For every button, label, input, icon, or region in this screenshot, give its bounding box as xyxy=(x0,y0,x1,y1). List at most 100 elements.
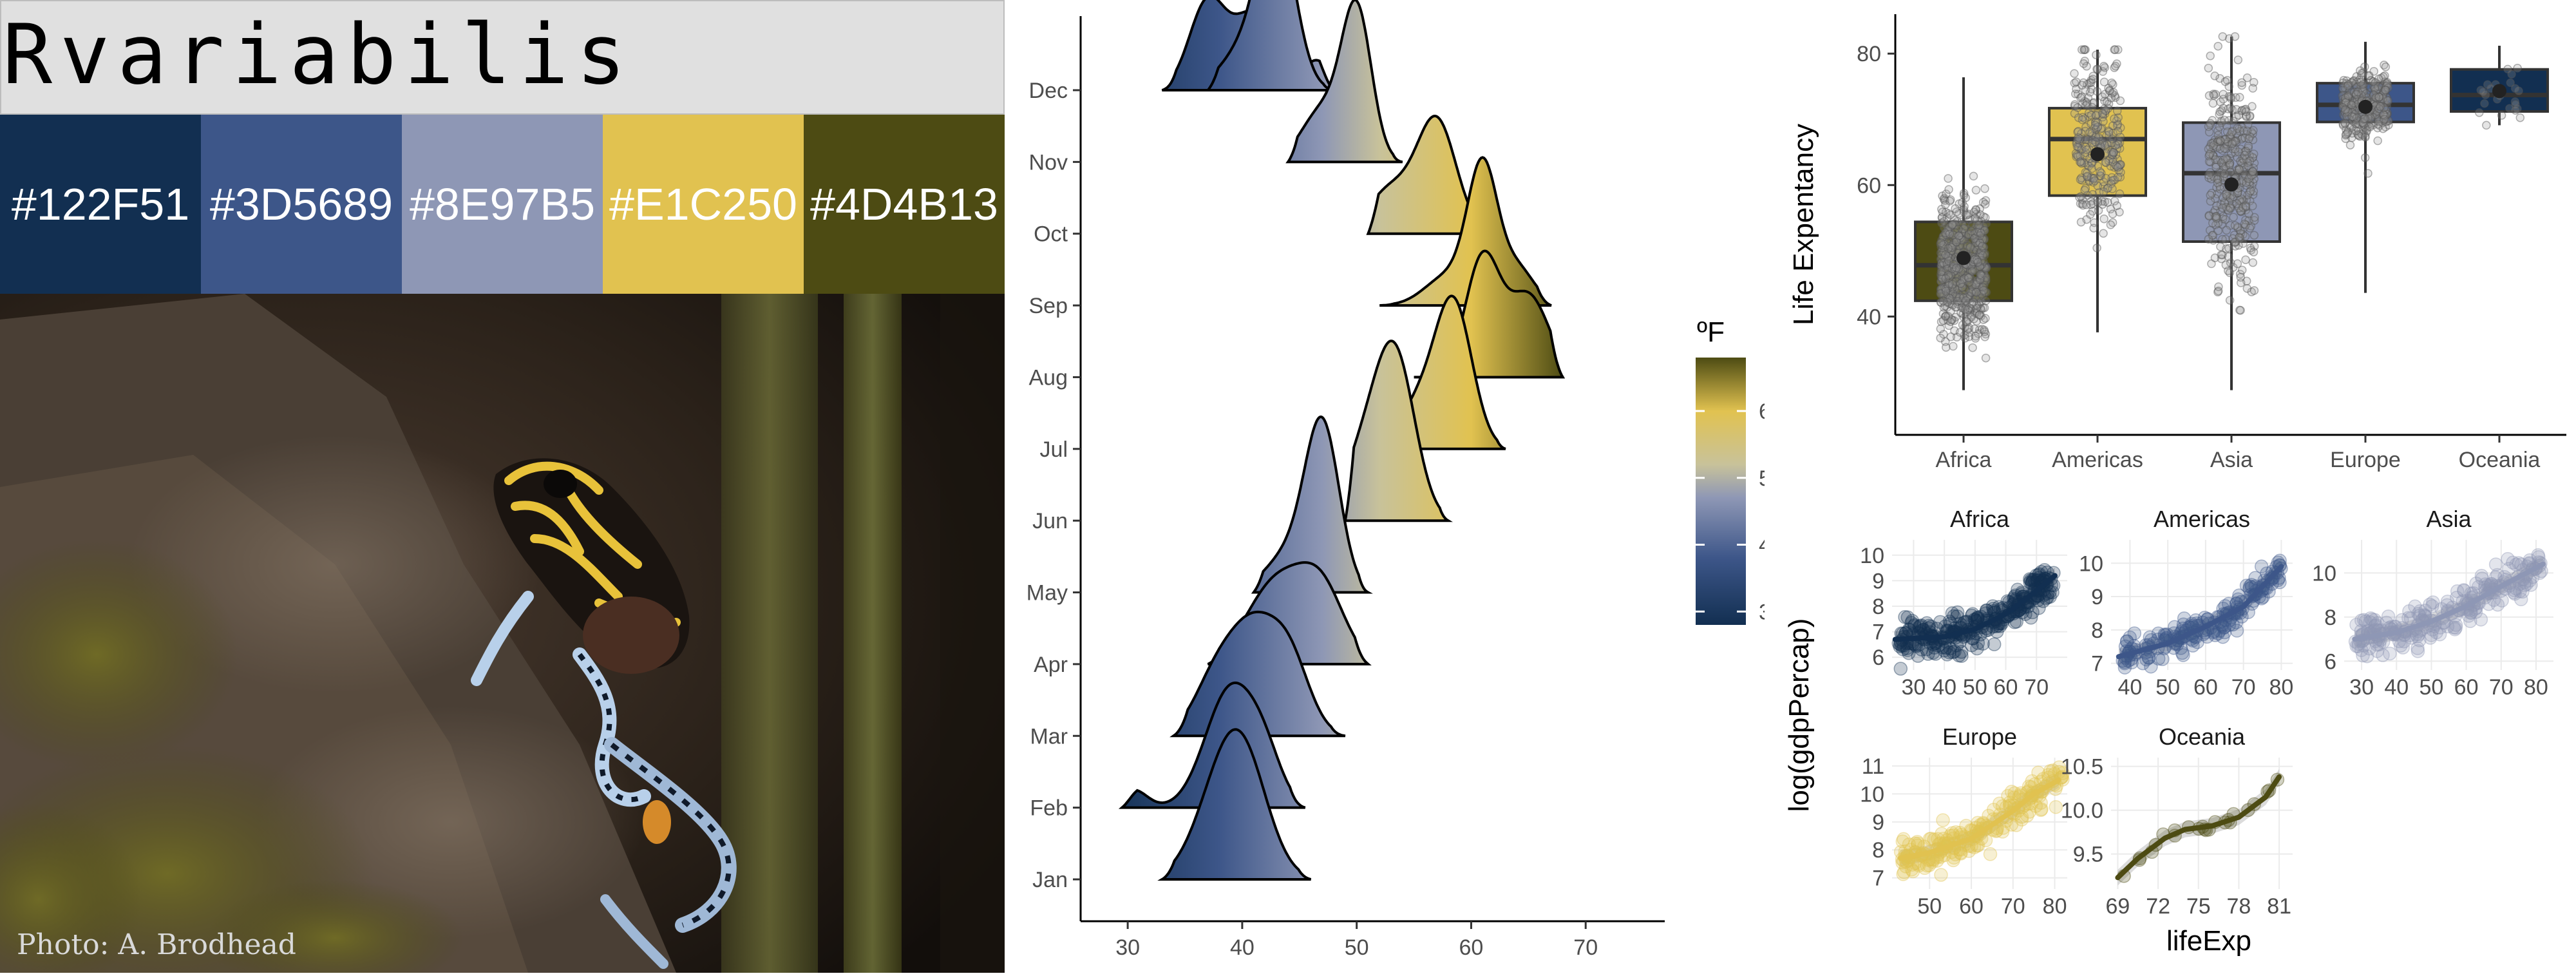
jitter-point xyxy=(1975,227,1985,236)
jitter-point xyxy=(1969,231,1978,240)
jitter-point xyxy=(2090,176,2099,186)
jitter-point xyxy=(1967,260,1976,269)
jitter-point xyxy=(1937,271,1947,280)
jitter-point xyxy=(1978,243,1987,252)
jitter-point xyxy=(1947,249,1956,258)
jitter-point xyxy=(1976,271,1986,280)
jitter-point xyxy=(1982,263,1991,273)
jitter-point xyxy=(1975,275,1985,285)
jitter-point xyxy=(1974,220,1984,230)
jitter-point xyxy=(2098,196,2107,206)
jitter-point xyxy=(1958,273,1968,282)
jitter-point xyxy=(1964,273,1973,283)
jitter-point xyxy=(1942,311,1951,320)
jitter-point xyxy=(1967,274,1976,283)
scatter-point xyxy=(2410,641,2425,655)
jitter-point xyxy=(1965,305,1975,314)
jitter-point xyxy=(2510,84,2520,93)
jitter-point xyxy=(1963,240,1973,249)
jitter-point xyxy=(2248,258,2258,267)
jitter-point xyxy=(1951,228,1960,237)
jitter-point xyxy=(2109,148,2118,158)
jitter-point xyxy=(1953,282,1962,292)
jitter-point xyxy=(2115,207,2124,216)
jitter-point xyxy=(2204,122,2213,131)
jitter-point xyxy=(2084,108,2094,118)
jitter-point xyxy=(1942,252,1952,261)
jitter-point xyxy=(2100,97,2109,106)
jitter-point xyxy=(2070,79,2079,88)
y-tick-label: 6 xyxy=(2324,649,2336,674)
y-tick-label: 40 xyxy=(1857,305,1881,329)
jitter-point xyxy=(2204,234,2213,244)
jitter-point xyxy=(1982,263,1991,272)
jitter-point xyxy=(2078,144,2087,153)
jitter-point xyxy=(2074,151,2083,161)
jitter-point xyxy=(1937,267,1946,276)
jitter-point xyxy=(2225,204,2235,213)
jitter-point xyxy=(1960,323,1969,332)
jitter-point xyxy=(2083,172,2092,182)
jitter-point xyxy=(1937,265,1946,274)
jitter-point xyxy=(1940,279,1949,288)
jitter-point xyxy=(2213,226,2223,235)
scatter-point xyxy=(1995,825,2010,839)
jitter-point xyxy=(1980,281,1989,291)
jitter-point xyxy=(1954,243,1963,253)
jitter-point xyxy=(1955,233,1965,242)
jitter-point xyxy=(1970,233,1980,242)
jitter-point xyxy=(1964,294,1973,303)
facet-europe: Europe 50 60 70 80 7 8 9 10 11 xyxy=(1860,723,2070,919)
jitter-point xyxy=(1954,264,1964,273)
jitter-point xyxy=(2101,158,2111,167)
jitter-point xyxy=(2084,162,2094,171)
jitter-point xyxy=(1974,329,1983,338)
jitter-point xyxy=(1939,289,1949,298)
jitter-point xyxy=(2237,78,2246,87)
x-tick-label-oceania: Oceania xyxy=(2459,448,2541,472)
jitter-point xyxy=(2072,77,2081,86)
jitter-point xyxy=(1975,252,1984,262)
facet-title-africa: Africa xyxy=(1950,506,2010,532)
jitter-point xyxy=(1944,282,1953,291)
jitter-point xyxy=(2088,189,2098,199)
jitter-point xyxy=(2115,189,2125,198)
jitter-point xyxy=(2114,166,2123,175)
jitter-point xyxy=(2482,120,2491,130)
jitter-point xyxy=(1944,230,1953,239)
jitter-point xyxy=(1975,251,1985,260)
jitter-point xyxy=(2374,74,2383,84)
jitter-point xyxy=(2075,136,2084,146)
jitter-point xyxy=(1942,262,1952,271)
scatter-point xyxy=(2144,659,2158,674)
y-tick-label: 6 xyxy=(1872,646,1884,670)
jitter-point xyxy=(1939,223,1949,233)
jitter-point xyxy=(1960,301,1970,311)
jitter-point xyxy=(1946,294,1955,303)
jitter-point xyxy=(1976,274,1985,283)
jitter-point xyxy=(2112,116,2121,126)
jitter-point xyxy=(1949,220,1958,229)
jitter-point xyxy=(2081,100,2090,110)
jitter-point xyxy=(2227,128,2237,137)
jitter-point xyxy=(2071,90,2080,99)
jitter-point xyxy=(1965,286,1975,296)
jitter-point xyxy=(2099,187,2108,196)
jitter-point xyxy=(2113,173,2123,182)
jitter-point xyxy=(1975,300,1984,309)
jitter-point xyxy=(1971,254,1980,264)
jitter-point xyxy=(1981,287,1990,297)
jitter-point xyxy=(1958,290,1967,300)
jitter-point xyxy=(2376,102,2385,111)
jitter-point xyxy=(2072,152,2081,162)
scatter-point xyxy=(1983,847,1998,861)
jitter-point xyxy=(1938,207,1947,216)
jitter-point xyxy=(1947,299,1956,309)
jitter-point xyxy=(2079,78,2088,88)
jitter-point xyxy=(1971,238,1980,247)
jitter-point xyxy=(1937,290,1946,300)
scatter-point xyxy=(1934,868,1948,882)
jitter-point xyxy=(1977,290,1986,299)
jitter-point xyxy=(1970,280,1980,289)
jitter-point xyxy=(1953,217,1962,226)
